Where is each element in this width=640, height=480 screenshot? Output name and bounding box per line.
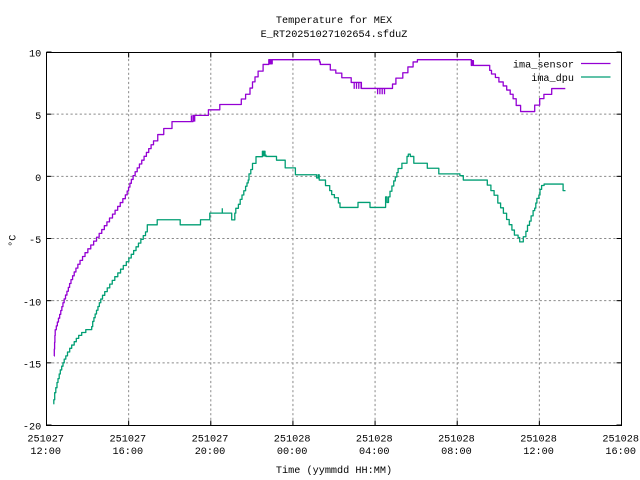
svg-text:20:00: 20:00 (195, 447, 226, 458)
svg-text:00:00: 00:00 (277, 447, 308, 458)
svg-text:Temperature for MEX: Temperature for MEX (276, 15, 392, 27)
svg-text:251027: 251027 (109, 435, 146, 446)
svg-text:12:00: 12:00 (30, 447, 61, 458)
svg-text:251028: 251028 (356, 435, 393, 446)
svg-text:251028: 251028 (274, 435, 311, 446)
svg-text:5: 5 (35, 112, 41, 123)
svg-text:-20: -20 (23, 423, 41, 434)
svg-text:ima_sensor: ima_sensor (513, 60, 574, 72)
svg-text:0: 0 (35, 174, 41, 185)
svg-text:ima_dpu: ima_dpu (531, 73, 574, 85)
svg-text:-5: -5 (29, 236, 41, 247)
svg-text:12:00: 12:00 (523, 447, 554, 458)
svg-text:251028: 251028 (438, 435, 475, 446)
svg-text:251027: 251027 (192, 435, 229, 446)
svg-text:251028: 251028 (520, 435, 557, 446)
svg-text:16:00: 16:00 (605, 447, 636, 458)
svg-text:Time (yymmdd HH:MM): Time (yymmdd HH:MM) (276, 465, 392, 477)
svg-text:-10: -10 (23, 298, 41, 309)
svg-text:16:00: 16:00 (113, 447, 144, 458)
svg-text:08:00: 08:00 (441, 447, 472, 458)
svg-text:10: 10 (29, 50, 41, 61)
svg-text:04:00: 04:00 (359, 447, 390, 458)
svg-text:E_RT20251027102654.sfduZ: E_RT20251027102654.sfduZ (261, 29, 408, 41)
svg-text:251028: 251028 (602, 435, 639, 446)
svg-text:251027: 251027 (27, 435, 64, 446)
svg-text:-15: -15 (23, 361, 41, 372)
svg-text:°C: °C (8, 235, 20, 247)
